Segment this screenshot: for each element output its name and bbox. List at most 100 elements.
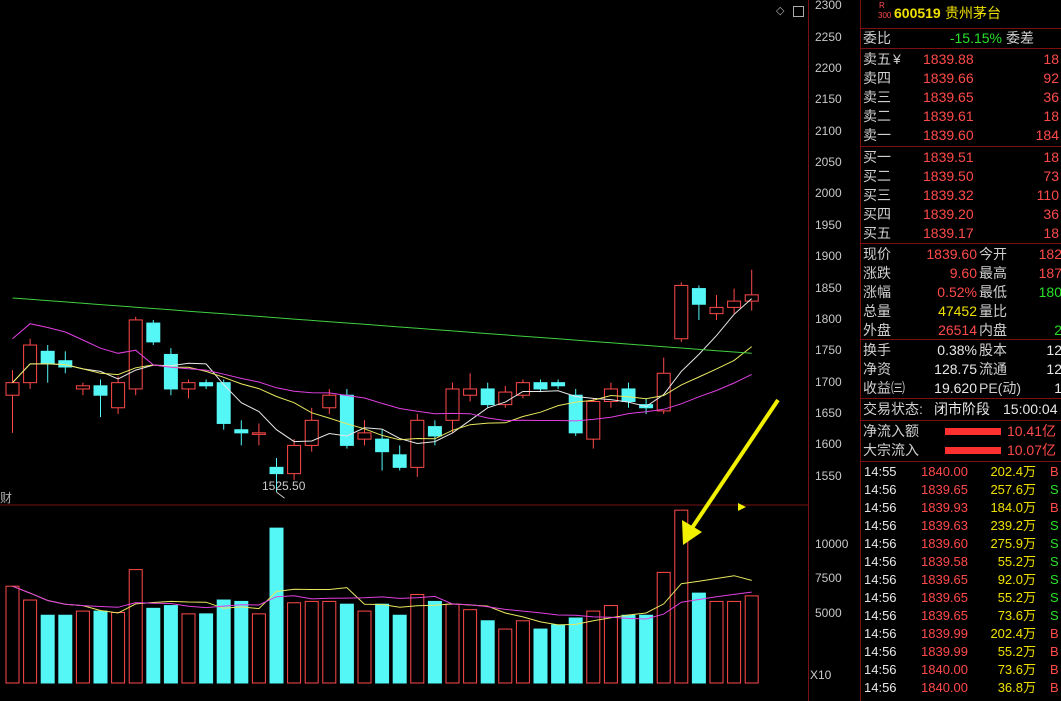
candle[interactable]	[111, 382, 126, 409]
volume-bar[interactable]	[727, 600, 742, 684]
volume-pane[interactable]	[5, 509, 759, 684]
ask-label: 卖五	[863, 51, 891, 67]
candle[interactable]	[216, 382, 231, 424]
volume-bar[interactable]	[163, 605, 178, 684]
candle[interactable]	[163, 353, 178, 390]
volume-bar[interactable]	[58, 614, 73, 684]
candle[interactable]	[586, 400, 601, 440]
window-box-icon[interactable]	[793, 6, 804, 17]
candle[interactable]	[621, 388, 636, 402]
volume-bar[interactable]	[216, 599, 231, 684]
volume-bar[interactable]	[744, 595, 759, 684]
trade-price: 1839.63	[921, 518, 968, 533]
candle[interactable]	[533, 382, 548, 390]
volume-bar[interactable]	[199, 613, 214, 684]
candle[interactable]	[251, 432, 266, 435]
volume-bar[interactable]	[23, 599, 38, 684]
ask-row[interactable]: 卖四 1839.66 92	[861, 69, 1061, 88]
volume-bar[interactable]	[656, 571, 671, 684]
volume-bar[interactable]	[639, 614, 654, 684]
candle[interactable]	[287, 444, 302, 475]
volume-bar[interactable]	[5, 585, 20, 684]
volume-bar[interactable]	[357, 610, 372, 684]
volume-bar[interactable]	[40, 614, 55, 684]
candle[interactable]	[199, 382, 214, 387]
candle[interactable]	[744, 294, 759, 302]
candle[interactable]	[445, 388, 460, 421]
candle[interactable]	[709, 306, 724, 315]
candle[interactable]	[181, 382, 196, 390]
volume-bar[interactable]	[322, 600, 337, 684]
volume-bar[interactable]	[463, 609, 478, 684]
candle[interactable]	[5, 382, 20, 396]
volume-bar[interactable]	[445, 603, 460, 684]
volume-bar[interactable]	[691, 592, 706, 684]
volume-bar[interactable]	[111, 611, 126, 684]
price-pane[interactable]	[5, 269, 759, 499]
ask-row[interactable]: 卖五 ¥ 1839.88 18	[861, 50, 1061, 69]
volume-bar[interactable]	[603, 605, 618, 684]
volume-bar[interactable]	[75, 610, 90, 684]
volume-bar[interactable]	[146, 607, 161, 684]
volume-bar[interactable]	[410, 594, 425, 684]
volume-bar[interactable]	[375, 603, 390, 684]
volume-bar[interactable]	[269, 527, 284, 684]
volume-bar[interactable]	[586, 610, 601, 684]
volume-bar[interactable]	[427, 600, 442, 684]
candle[interactable]	[146, 322, 161, 343]
volume-bar[interactable]	[498, 628, 513, 684]
trade-price: 1839.93	[921, 500, 968, 515]
bid-row[interactable]: 买三 1839.32 110	[861, 186, 1061, 205]
ask-row[interactable]: 卖三 1839.65 36	[861, 88, 1061, 107]
volume-bar[interactable]	[621, 614, 636, 684]
candle[interactable]	[463, 388, 478, 396]
bid-row[interactable]: 买五 1839.17 18	[861, 224, 1061, 243]
ask-row[interactable]: 卖一 1839.60 184	[861, 126, 1061, 145]
volume-bar[interactable]	[674, 509, 689, 684]
candle[interactable]	[269, 466, 284, 475]
bid-row[interactable]: 买一 1839.51 18	[861, 148, 1061, 167]
candle[interactable]	[498, 391, 513, 406]
candle[interactable]	[375, 438, 390, 453]
candle[interactable]	[515, 382, 530, 396]
volume-bar[interactable]	[93, 610, 108, 684]
volume-bar[interactable]	[181, 613, 196, 684]
candle[interactable]	[357, 432, 372, 440]
volume-bar[interactable]	[515, 620, 530, 684]
bid-row[interactable]: 买二 1839.50 73	[861, 167, 1061, 186]
volume-bar[interactable]	[533, 628, 548, 684]
volume-bar[interactable]	[251, 613, 266, 684]
candle[interactable]	[75, 385, 90, 390]
quote-value-2: 187	[1038, 265, 1061, 281]
candle[interactable]	[40, 350, 55, 365]
candle[interactable]	[427, 426, 442, 437]
volume-bar[interactable]	[480, 620, 495, 684]
candle[interactable]	[727, 300, 742, 308]
candle[interactable]	[568, 394, 583, 434]
volume-bar[interactable]	[128, 569, 143, 684]
volume-bar[interactable]	[568, 617, 583, 684]
bid-label: 买二	[863, 168, 891, 184]
candle[interactable]	[234, 429, 249, 434]
volume-bar[interactable]	[304, 600, 319, 684]
volume-bar[interactable]	[709, 600, 724, 684]
candle[interactable]	[691, 288, 706, 305]
volume-bar[interactable]	[234, 600, 249, 684]
candle[interactable]	[656, 372, 671, 412]
volume-bar[interactable]	[287, 602, 302, 684]
candle[interactable]	[93, 385, 108, 396]
candle[interactable]	[339, 394, 354, 446]
candle[interactable]	[551, 382, 566, 387]
volume-bar[interactable]	[339, 603, 354, 684]
candle[interactable]	[480, 388, 495, 406]
candle[interactable]	[392, 454, 407, 468]
bid-row[interactable]: 买四 1839.20 36	[861, 205, 1061, 224]
ask-row[interactable]: 卖二 1839.61 18	[861, 107, 1061, 126]
candle[interactable]	[674, 284, 689, 340]
volume-bar[interactable]	[551, 624, 566, 684]
diamond-icon[interactable]: ◇	[776, 5, 785, 17]
candle[interactable]	[322, 394, 337, 409]
bid-volume: 110	[1036, 187, 1059, 203]
volume-bar[interactable]	[392, 614, 407, 684]
kline-chart[interactable]	[0, 0, 808, 701]
